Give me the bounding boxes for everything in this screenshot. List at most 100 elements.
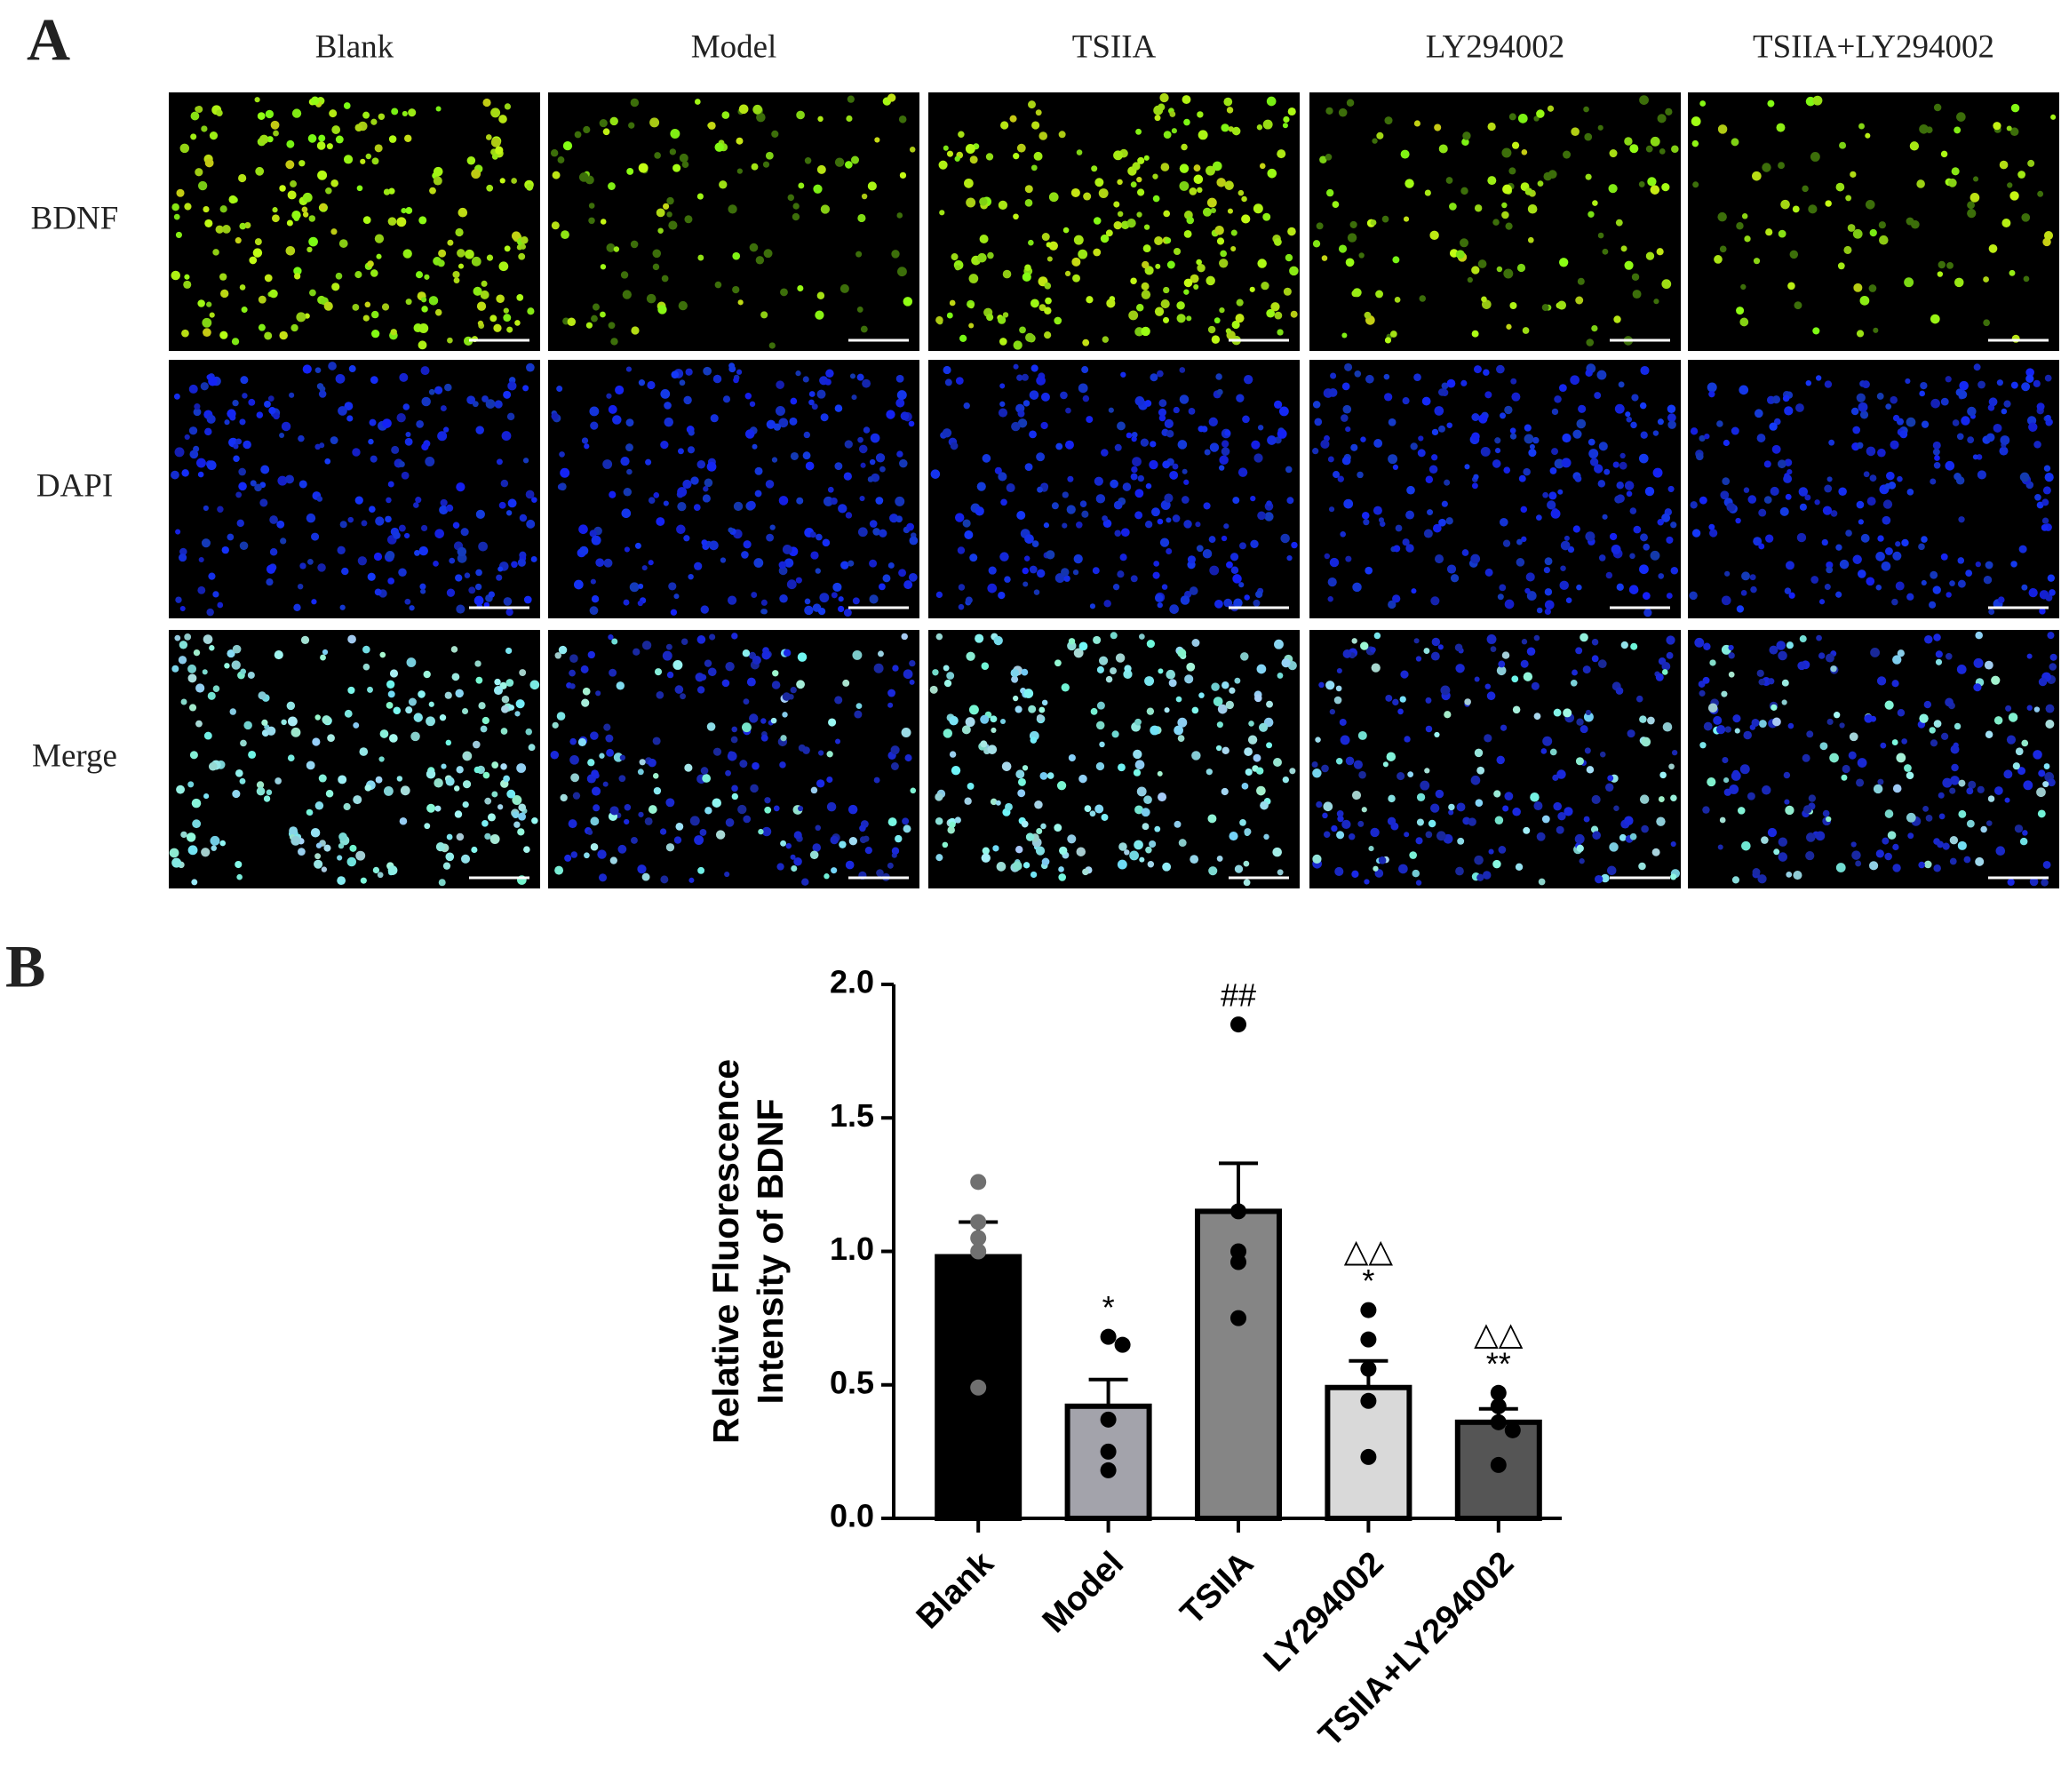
cell xyxy=(2003,769,2013,779)
cell xyxy=(1166,669,1176,680)
cell xyxy=(1949,580,1955,586)
micrograph xyxy=(169,360,540,618)
cell xyxy=(1123,669,1133,679)
cell xyxy=(1392,698,1399,706)
cell xyxy=(1044,282,1052,290)
cell xyxy=(673,836,682,844)
cell xyxy=(733,377,739,384)
cell xyxy=(778,561,787,569)
cell xyxy=(1162,460,1171,469)
cell xyxy=(428,296,439,306)
cell xyxy=(1290,310,1298,318)
cell xyxy=(1925,126,1933,134)
cell xyxy=(503,307,509,314)
cell xyxy=(1219,455,1229,466)
cell xyxy=(995,800,1001,806)
cell xyxy=(2041,524,2049,531)
cell xyxy=(263,795,271,802)
cell xyxy=(1357,471,1364,479)
cell xyxy=(1486,691,1496,701)
cell xyxy=(1150,507,1160,517)
cell xyxy=(1957,579,1966,588)
cell xyxy=(1856,500,1865,509)
cell xyxy=(1040,421,1048,430)
cell xyxy=(1892,414,1900,422)
cell xyxy=(1089,810,1096,817)
cell xyxy=(1166,260,1175,269)
cell xyxy=(1424,768,1430,774)
cell xyxy=(999,552,1009,561)
cell xyxy=(656,208,665,218)
cell xyxy=(659,828,667,835)
cell xyxy=(378,113,386,121)
cell xyxy=(1719,816,1726,824)
cell xyxy=(606,243,616,252)
cell xyxy=(2018,545,2027,554)
cell xyxy=(1785,805,1794,816)
cell xyxy=(460,528,469,537)
cell xyxy=(235,491,243,498)
cell xyxy=(1126,219,1136,228)
cell xyxy=(1101,813,1109,821)
cell xyxy=(1001,761,1012,771)
cell xyxy=(512,811,520,819)
cell xyxy=(1281,658,1291,668)
cell xyxy=(797,284,804,292)
cell xyxy=(202,317,212,328)
cell xyxy=(1763,460,1771,468)
cell xyxy=(1232,497,1240,505)
cell xyxy=(1283,287,1292,296)
cell xyxy=(370,455,378,463)
cell xyxy=(1544,608,1551,616)
cell xyxy=(1930,739,1938,747)
cell xyxy=(1576,418,1587,429)
data-point xyxy=(1230,1016,1246,1033)
cell xyxy=(946,672,955,680)
cell xyxy=(175,529,181,535)
cell xyxy=(1253,203,1263,214)
cell xyxy=(899,171,907,179)
cell xyxy=(462,800,469,808)
cell xyxy=(1328,387,1338,397)
cell xyxy=(404,598,411,605)
cell xyxy=(827,486,834,493)
cell xyxy=(696,193,704,200)
cell xyxy=(737,299,744,306)
cell xyxy=(1137,474,1144,482)
cell xyxy=(633,648,641,656)
cell xyxy=(1743,487,1750,493)
cell xyxy=(1778,162,1785,170)
cell xyxy=(450,646,458,653)
cell xyxy=(1993,122,2001,131)
cell xyxy=(1280,533,1290,544)
cell xyxy=(511,561,518,569)
cell xyxy=(1329,557,1340,568)
cell xyxy=(1142,260,1150,269)
cell xyxy=(1899,430,1908,439)
cell xyxy=(681,161,689,168)
cell xyxy=(817,607,826,616)
cell xyxy=(418,216,427,225)
cell xyxy=(707,667,717,677)
cell xyxy=(613,753,624,762)
cell xyxy=(792,203,800,210)
cell xyxy=(518,812,527,821)
cell xyxy=(1130,181,1137,188)
cell xyxy=(490,108,501,118)
cell xyxy=(1576,584,1582,591)
cell xyxy=(569,669,576,677)
cell xyxy=(1089,603,1096,609)
cell xyxy=(1154,825,1161,832)
cell xyxy=(1253,694,1262,703)
cell xyxy=(816,291,825,299)
cell xyxy=(1595,874,1603,884)
cell xyxy=(1922,805,1930,812)
cell xyxy=(1547,105,1555,112)
cell xyxy=(370,118,378,125)
cell xyxy=(1388,600,1397,609)
cell xyxy=(1723,439,1730,447)
cell xyxy=(307,134,317,143)
cell xyxy=(2027,159,2035,167)
cell xyxy=(486,184,494,192)
cell xyxy=(1812,327,1820,335)
